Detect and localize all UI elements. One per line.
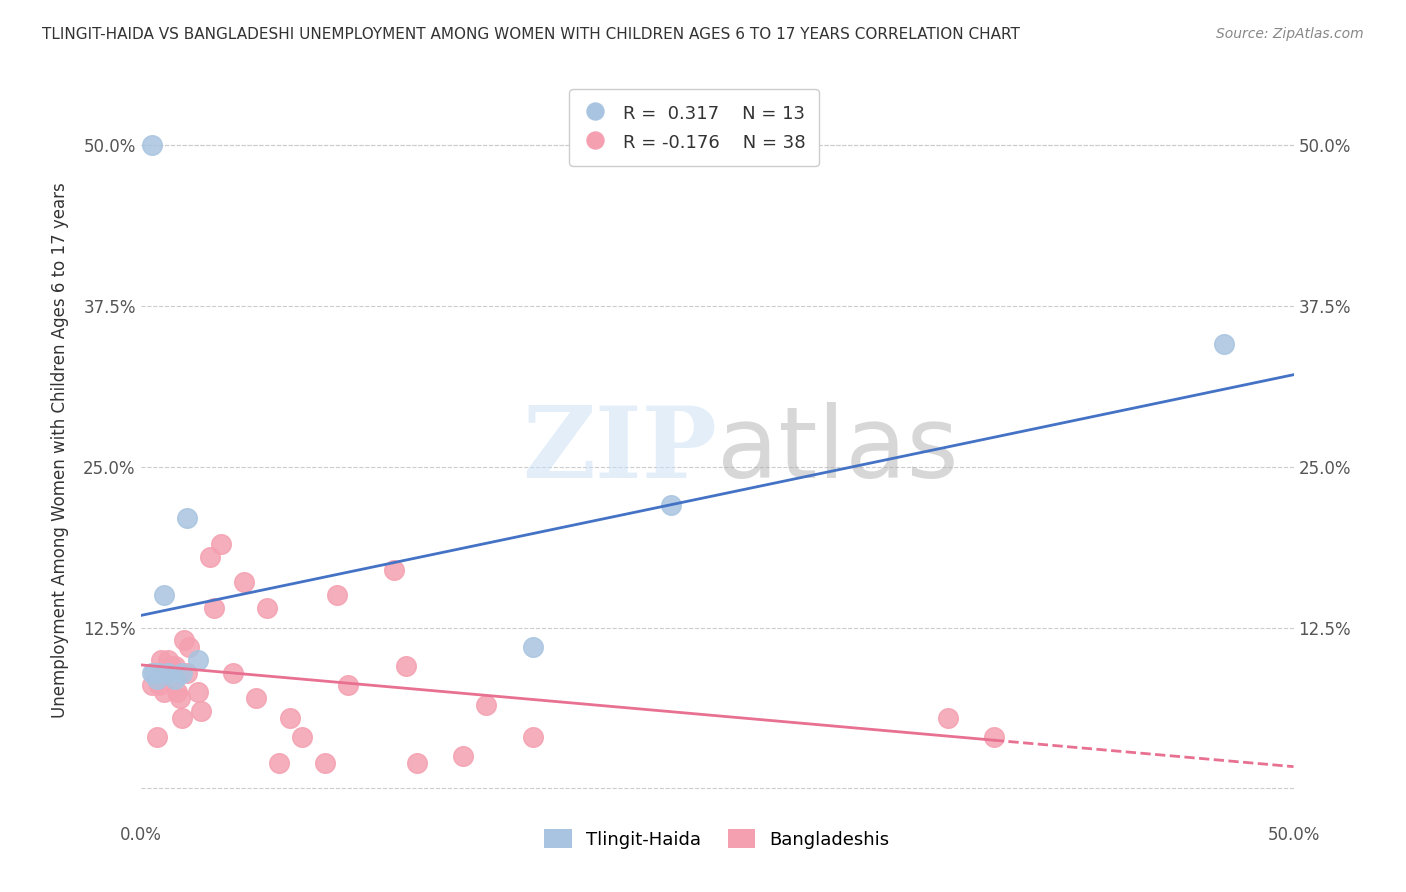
Point <box>245 691 267 706</box>
Point <box>202 601 225 615</box>
Point <box>187 685 209 699</box>
Point <box>256 601 278 615</box>
Point <box>267 756 290 770</box>
Point <box>155 665 177 680</box>
Point <box>141 137 163 152</box>
Point <box>176 511 198 525</box>
Point <box>148 665 170 680</box>
Point <box>659 498 682 512</box>
Point <box>172 711 194 725</box>
Point <box>337 678 360 692</box>
Point <box>198 549 221 564</box>
Text: atlas: atlas <box>717 402 959 499</box>
Point <box>209 537 232 551</box>
Point <box>165 659 187 673</box>
Point <box>141 665 163 680</box>
Text: TLINGIT-HAIDA VS BANGLADESHI UNEMPLOYMENT AMONG WOMEN WITH CHILDREN AGES 6 TO 17: TLINGIT-HAIDA VS BANGLADESHI UNEMPLOYMEN… <box>42 27 1021 42</box>
Point <box>176 665 198 680</box>
Point <box>172 665 194 680</box>
Legend: Tlingit-Haida, Bangladeshis: Tlingit-Haida, Bangladeshis <box>537 822 897 856</box>
Point <box>291 730 314 744</box>
Point <box>157 665 180 680</box>
Point <box>145 730 167 744</box>
Point <box>395 659 418 673</box>
Point <box>173 633 195 648</box>
Point <box>233 575 256 590</box>
Point <box>150 653 173 667</box>
Point <box>1213 337 1236 351</box>
Point <box>325 588 347 602</box>
Point <box>152 588 174 602</box>
Point <box>190 704 212 718</box>
Point <box>406 756 429 770</box>
Point <box>148 678 170 692</box>
Point <box>983 730 1005 744</box>
Point <box>145 672 167 686</box>
Point <box>382 563 405 577</box>
Point <box>453 749 475 764</box>
Point <box>165 672 187 686</box>
Point <box>159 659 181 673</box>
Point <box>177 640 200 654</box>
Point <box>166 685 188 699</box>
Point <box>936 711 959 725</box>
Point <box>522 640 544 654</box>
Point <box>141 678 163 692</box>
Point <box>280 711 302 725</box>
Point <box>187 653 209 667</box>
Point <box>522 730 544 744</box>
Point <box>143 665 166 680</box>
Y-axis label: Unemployment Among Women with Children Ages 6 to 17 years: Unemployment Among Women with Children A… <box>51 183 69 718</box>
Point <box>152 685 174 699</box>
Point <box>475 698 498 712</box>
Point <box>157 653 180 667</box>
Text: Source: ZipAtlas.com: Source: ZipAtlas.com <box>1216 27 1364 41</box>
Point <box>314 756 336 770</box>
Point <box>169 691 191 706</box>
Text: ZIP: ZIP <box>522 402 717 499</box>
Point <box>222 665 245 680</box>
